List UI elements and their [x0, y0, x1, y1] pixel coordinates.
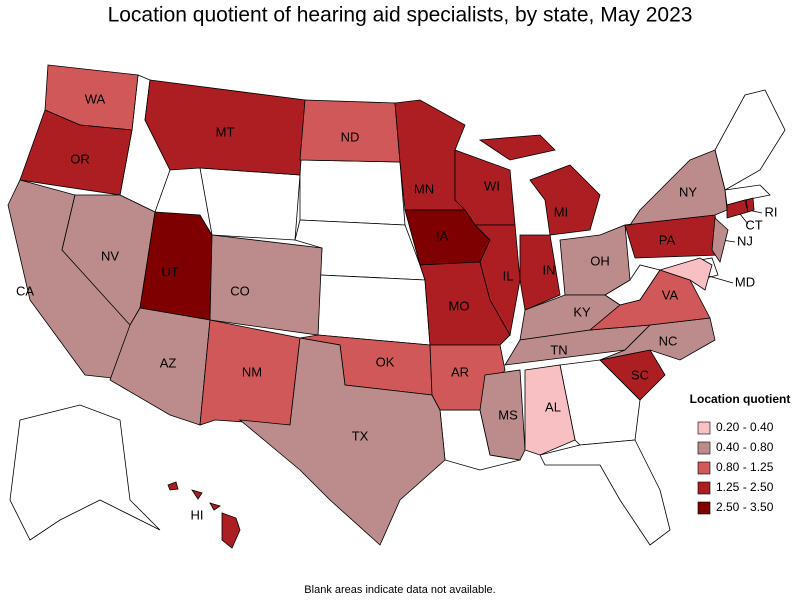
- state-label: CO: [230, 283, 250, 298]
- state-label: AR: [451, 364, 469, 379]
- legend-label: 2.50 - 3.50: [716, 500, 774, 514]
- state-label: MS: [498, 407, 518, 422]
- state-label: TN: [550, 342, 567, 357]
- state: [238, 337, 446, 546]
- state-label: OR: [70, 151, 90, 166]
- state: [624, 149, 728, 226]
- state-label: VA: [662, 287, 679, 302]
- state: [9, 404, 161, 541]
- state-label: TX: [352, 428, 369, 443]
- state-label: NJ: [737, 233, 753, 248]
- legend-title: Location quotient: [690, 392, 791, 406]
- state-label: AZ: [160, 355, 177, 370]
- state-label: MN: [414, 181, 434, 196]
- state-label: MD: [735, 274, 755, 289]
- state-label: CA: [16, 283, 34, 298]
- state: [199, 167, 301, 241]
- state: [745, 197, 755, 213]
- state-label: AL: [545, 399, 561, 414]
- state-label: CT: [745, 217, 762, 232]
- state-label: NV: [101, 248, 119, 263]
- state-label: RI: [765, 204, 778, 219]
- state-label: MI: [554, 204, 568, 219]
- state: [221, 512, 241, 549]
- state: [191, 489, 203, 500]
- state: [299, 159, 406, 226]
- state-label: NC: [659, 333, 678, 348]
- legend-swatch: [697, 481, 711, 495]
- state-label: UT: [161, 264, 178, 279]
- state-label: MT: [216, 124, 235, 139]
- state-label: WI: [484, 178, 500, 193]
- state: [529, 164, 601, 236]
- state-label: IL: [503, 268, 514, 283]
- state: [724, 184, 771, 206]
- state: [317, 274, 431, 346]
- legend-label: 0.20 - 0.40: [716, 420, 774, 434]
- state: [209, 502, 221, 511]
- state: [478, 134, 556, 161]
- map-title: Location quotient of hearing aid special…: [108, 4, 693, 27]
- legend-label: 1.25 - 2.50: [716, 480, 774, 494]
- state: [209, 234, 323, 336]
- state: [474, 224, 521, 337]
- state: [519, 234, 561, 311]
- state-label: KY: [573, 304, 591, 319]
- legend-label: 0.40 - 0.80: [716, 440, 774, 454]
- legend-swatch: [697, 461, 711, 475]
- state: [658, 257, 713, 291]
- legend-swatch: [697, 441, 711, 455]
- state-label: IA: [436, 228, 449, 243]
- state-label: OK: [376, 354, 395, 369]
- legend-swatch: [697, 501, 711, 515]
- footnote: Blank areas indicate data not available.: [304, 584, 495, 596]
- state-label: HI: [191, 507, 204, 522]
- state-label: WA: [85, 91, 106, 106]
- state-label: MO: [449, 298, 470, 313]
- state-label: NM: [242, 364, 262, 379]
- state: [714, 89, 786, 191]
- legend-label: 0.80 - 1.25: [716, 460, 774, 474]
- state: [167, 481, 179, 491]
- state-label: ND: [341, 129, 360, 144]
- state: [539, 439, 671, 546]
- state: [479, 369, 526, 461]
- leader-line: [739, 213, 749, 225]
- state-label: SC: [631, 367, 649, 382]
- leader-line: [704, 274, 734, 284]
- state: [524, 364, 576, 456]
- state-label: IN: [543, 262, 556, 277]
- state-label: PA: [659, 232, 676, 247]
- state: [711, 217, 729, 263]
- state-label: NY: [679, 184, 697, 199]
- state-label: OH: [590, 253, 610, 268]
- state: [19, 109, 133, 196]
- legend-swatch: [697, 421, 711, 435]
